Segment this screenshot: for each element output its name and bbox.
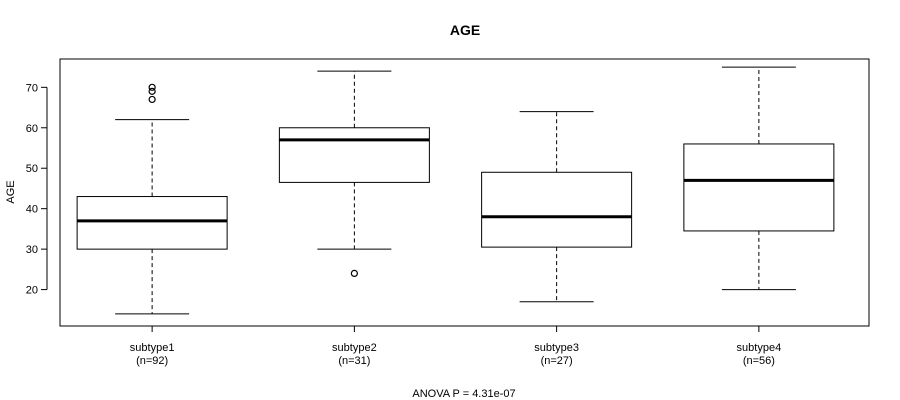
- y-ticks: 20 30 40 50 60 70: [26, 82, 47, 297]
- outlier-subtype1-2: [148, 83, 156, 91]
- x-count-label-subtype4: (n=56): [743, 355, 775, 367]
- y-tick-label-70: 70: [26, 82, 38, 94]
- y-tick-label-30: 30: [26, 244, 38, 256]
- y-tick-label-20: 20: [26, 285, 38, 297]
- x-tick-label-subtype3: subtype3: [534, 342, 579, 354]
- x-count-label-subtype2: (n=31): [338, 355, 370, 367]
- y-axis-label: AGE: [5, 180, 17, 203]
- boxes: [76, 66, 835, 315]
- box-subtype1: [76, 83, 228, 315]
- iqr-box-subtype4: [683, 143, 835, 232]
- box-subtype4: [683, 66, 835, 291]
- box-subtype3: [481, 111, 633, 303]
- anova-footnote: ANOVA P = 4.31e-07: [412, 388, 515, 400]
- y-tick-label-40: 40: [26, 204, 38, 216]
- x-ticks: subtype1(n=92) subtype2(n=31) subtype3(n=2…: [130, 326, 781, 367]
- iqr-box-subtype1: [76, 196, 228, 250]
- outlier-subtype2-0: [350, 269, 358, 278]
- chart-title: AGE: [450, 22, 480, 38]
- y-tick-label-60: 60: [26, 123, 38, 135]
- y-tick-label-50: 50: [26, 163, 38, 175]
- box-subtype2: [278, 70, 430, 278]
- outlier-subtype1-1: [148, 87, 156, 95]
- outlier-subtype1-0: [148, 95, 156, 104]
- x-tick-label-subtype4: subtype4: [737, 342, 782, 354]
- x-tick-label-subtype1: subtype1: [130, 342, 175, 354]
- iqr-box-subtype3: [481, 171, 633, 248]
- x-count-label-subtype1: (n=92): [136, 355, 168, 367]
- x-count-label-subtype3: (n=27): [541, 355, 573, 367]
- x-tick-label-subtype2: subtype2: [332, 342, 377, 354]
- iqr-box-subtype2: [278, 127, 430, 183]
- plot-frame: [59, 58, 870, 327]
